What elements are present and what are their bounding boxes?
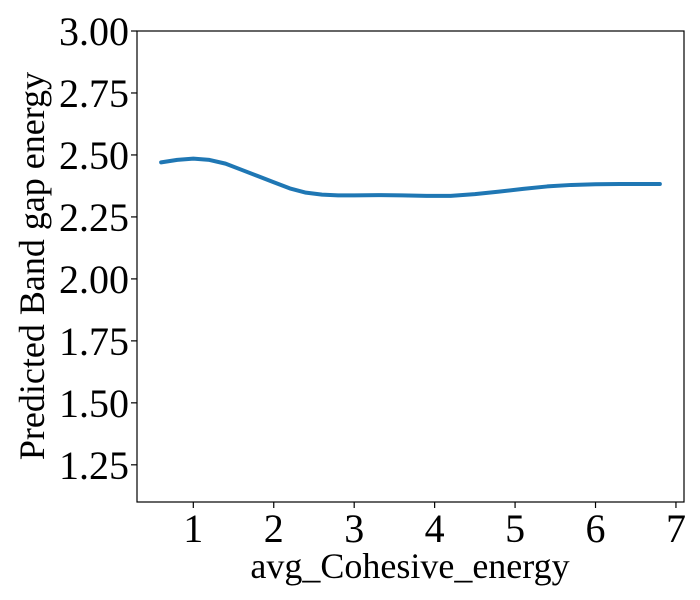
x-tick-label: 5	[505, 506, 525, 551]
y-tick-label: 1.25	[59, 443, 129, 488]
y-tick-label: 1.50	[59, 381, 129, 426]
series-line	[159, 156, 662, 198]
y-axis-label: Predicted Band gap energy	[12, 72, 52, 460]
x-axis-label: avg_Cohesive_energy	[250, 546, 569, 586]
x-tick-label: 7	[666, 506, 686, 551]
plot-area-frame	[136, 30, 685, 503]
series-lines	[159, 156, 662, 198]
x-tick-label: 4	[425, 506, 445, 551]
x-tick-label: 2	[264, 506, 284, 551]
y-tick-label: 2.75	[59, 71, 129, 116]
y-tick-label: 2.00	[59, 257, 129, 302]
x-tick-label: 1	[183, 506, 203, 551]
x-tick-label: 3	[344, 506, 364, 551]
y-axis-ticks: 1.25 1.50 1.75 2.00 2.25 2.50 2.75 3.00	[59, 9, 137, 488]
y-tick-label: 2.50	[59, 133, 129, 178]
y-tick-label: 3.00	[59, 9, 129, 54]
y-tick-label: 2.25	[59, 195, 129, 240]
x-axis-ticks: 1 2 3 4 5 6 7	[183, 502, 686, 551]
x-tick-label: 6	[586, 506, 606, 551]
y-tick-label: 1.75	[59, 319, 129, 364]
